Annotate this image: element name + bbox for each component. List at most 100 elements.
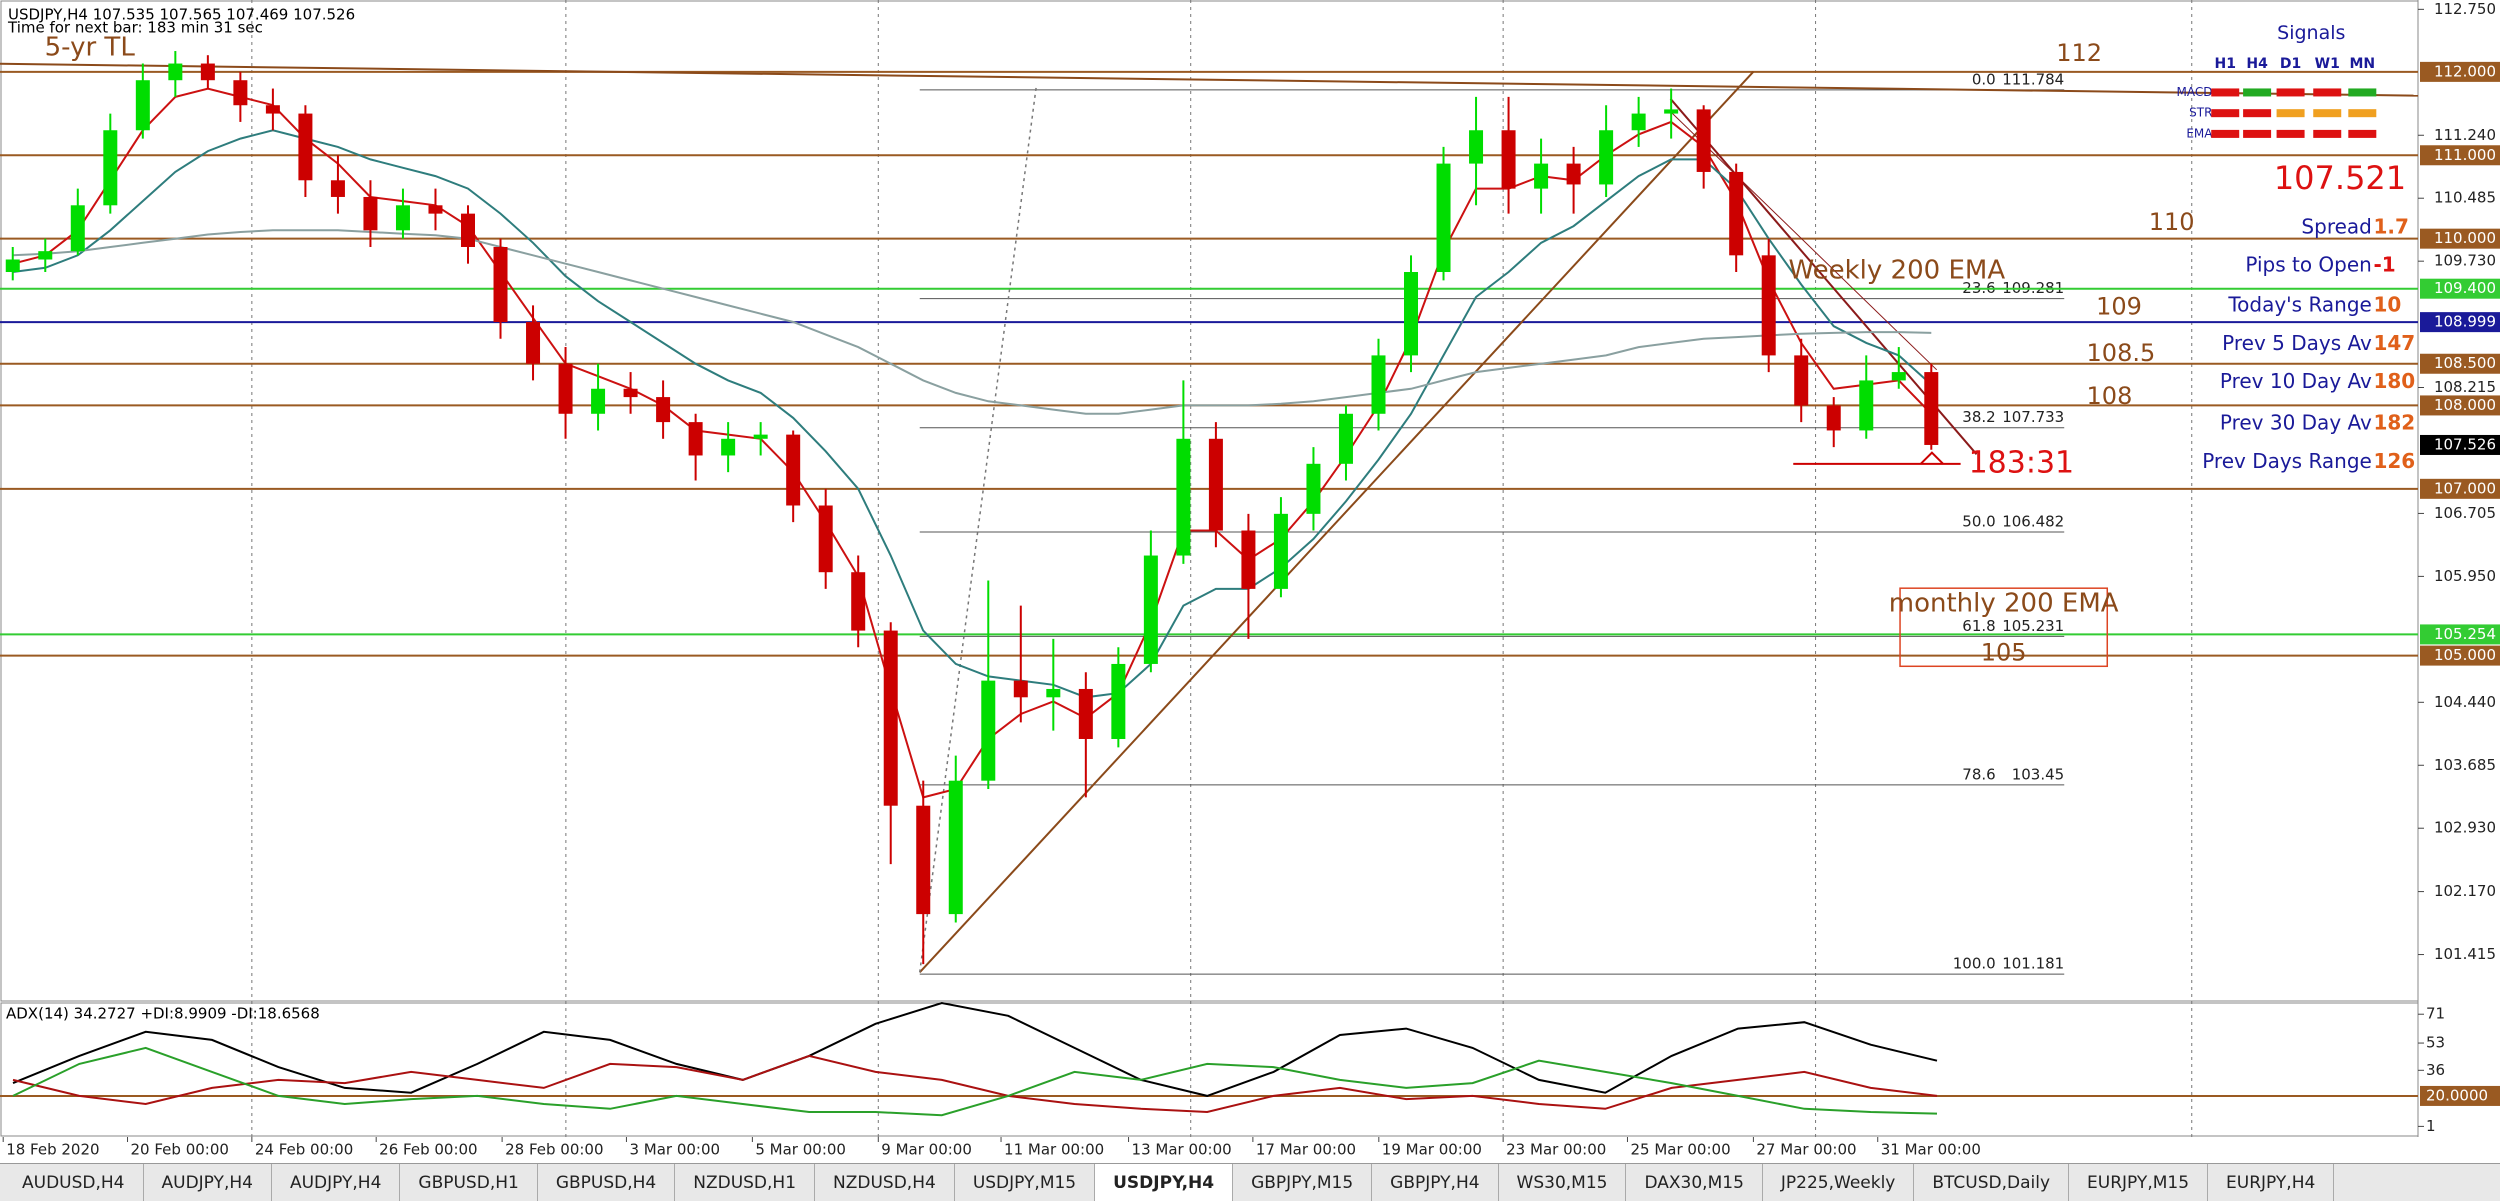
arrow-mark [1920,451,1944,465]
x-tick-label: 28 Feb 00:00 [505,1141,603,1159]
signal-block [2276,109,2305,118]
level-box [2420,228,2500,249]
candle-body [786,434,801,506]
adx-tick-label: 71 [2426,1005,2445,1023]
candle-body [526,322,541,364]
candle-body [753,434,768,439]
info-label: Prev 10 Day Av [2220,369,2372,393]
adx-line [12,1001,1938,1097]
info-value: 147 [2373,331,2415,355]
level-box [2420,61,2500,82]
chart-tab[interactable]: DAX30,M15 [1626,1164,1763,1201]
chart-tab[interactable]: USDJPY,H4 [1095,1164,1234,1201]
chart-tab[interactable]: AUDJPY,H4 [272,1164,401,1201]
candle-body [1664,109,1679,114]
signals-column: W1 [2315,56,2340,72]
y-tick-label: 102.170 [2434,882,2496,900]
level-label: 110.000 [2434,229,2496,247]
info-value: 180 [2373,369,2415,393]
chart-tab[interactable]: GBPJPY,H4 [1372,1164,1499,1201]
level-label: 108.000 [2434,396,2496,414]
level-box [2420,312,2500,333]
chart-tab[interactable]: GBPJPY,M15 [1233,1164,1373,1201]
chart-tab[interactable]: BTCUSD,Daily [1914,1164,2070,1201]
chart-tab[interactable]: GBPUSD,H1 [400,1164,538,1201]
chart-tab[interactable]: NZDUSD,H1 [675,1164,816,1201]
level-label: 108.500 [2434,354,2496,372]
fib-price: 103.45 [2012,765,2065,783]
chart-tab[interactable]: GBPUSD,H4 [538,1164,676,1201]
candle-body [916,805,931,915]
candle-body [883,630,898,806]
candle-body [1306,463,1321,514]
candle-body [200,63,215,81]
chart-tab[interactable]: USDJPY,M15 [955,1164,1096,1201]
level-box [2420,278,2500,299]
fib-price: 106.482 [2002,513,2064,531]
fib-price: 111.784 [2002,70,2064,88]
signal-block [2211,88,2240,97]
info-value: 10 [2373,293,2401,317]
candle-body [1891,372,1906,381]
signal-block [2313,109,2342,118]
chart-tab[interactable]: EURJPY,H4 [2208,1164,2335,1201]
candle-body [688,422,703,456]
signal-block [2276,88,2305,97]
level-box [2420,645,2500,666]
info-label: Pips to Open [2245,253,2372,277]
candle-body [1078,688,1093,739]
candle-body [1534,163,1549,189]
info-value: 1.7 [2373,214,2408,238]
candle-body [1404,272,1419,356]
chart-tab[interactable]: WS30,M15 [1499,1164,1627,1201]
level-box [2420,478,2500,499]
x-tick-label: 27 Mar 00:00 [1756,1141,1856,1159]
candle-body [395,205,410,231]
candle-body [135,80,150,131]
candle-body [265,105,280,114]
chart-tab[interactable]: NZDUSD,H4 [815,1164,955,1201]
adx-title: ADX(14) 34.2727 +DI:8.9909 -DI:18.6568 [6,1005,320,1023]
x-tick-label: 23 Mar 00:00 [1506,1141,1606,1159]
signal-block [2348,109,2377,118]
signals-column: H1 [2214,56,2235,72]
signal-block [2243,109,2272,118]
candle-body [1176,438,1191,556]
candle-body [1013,680,1028,698]
fib-price: 105.231 [2002,617,2064,635]
level-label: 105.254 [2434,625,2496,643]
chart-tab[interactable]: JP225,Weekly [1763,1164,1915,1201]
candle-body [1859,380,1874,431]
candle-body [428,205,443,214]
chart-tab[interactable]: EURJPY,M15 [2069,1164,2209,1201]
y-tick-label: 110.485 [2434,189,2496,207]
monthly-label: monthly 200 EMA [1889,589,2119,619]
chart-tab[interactable]: AUDUSD,H4 [4,1164,144,1201]
annotation: Weekly 200 EMA [1788,255,2005,285]
info-value: 126 [2373,449,2415,473]
info-label: Today's Range [2227,293,2372,317]
candle-body [363,196,378,231]
moving-average [12,129,1932,699]
candle-body [1338,413,1353,464]
fib-level: 38.2 [1962,408,1995,426]
candle-body [460,213,475,247]
candle-body [1599,130,1614,185]
y-tick-label: 112.750 [2434,0,2496,18]
candle-body [1794,355,1809,406]
candle-body [1143,555,1158,664]
info-label: Prev 5 Days Av [2222,331,2372,355]
candle-body [1696,109,1711,172]
candle-body [1208,438,1223,531]
level-box [2420,434,2500,455]
candle-body [818,505,833,573]
fib-price: 107.733 [2002,408,2064,426]
chart-tab[interactable]: AUDJPY,H4 [144,1164,272,1201]
fib-price: 101.181 [2002,955,2064,973]
candle-body [948,780,963,915]
candle-body [1826,405,1841,431]
chart-title: USDJPY,H4 107.535 107.565 107.469 107.52… [8,6,355,24]
chart-subtitle: Time for next bar: 183 min 31 sec [7,19,263,37]
candle-body [1924,372,1939,445]
